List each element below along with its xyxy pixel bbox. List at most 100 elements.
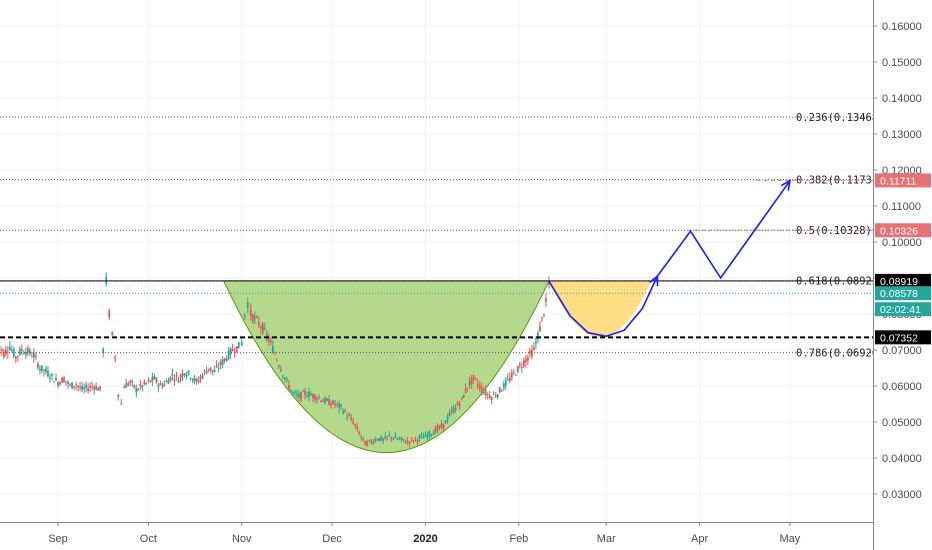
x-tick-label: 2020 — [413, 533, 437, 545]
candle-body — [548, 283, 550, 285]
candle-body — [102, 348, 105, 353]
candle-body — [332, 400, 334, 404]
candle-body — [460, 397, 463, 399]
candle-body — [464, 388, 467, 393]
candle-body — [35, 355, 37, 357]
candle-body — [221, 359, 224, 365]
price-badge-text: 0.08919 — [880, 276, 918, 288]
candle-body — [69, 384, 71, 386]
candle-body — [143, 381, 146, 384]
candle-body — [261, 324, 264, 334]
candle-body — [139, 384, 142, 387]
candle-body — [418, 436, 421, 439]
candle-body — [496, 394, 499, 397]
candle-body — [49, 377, 51, 379]
candle-body — [456, 402, 459, 406]
candle-body — [114, 357, 117, 360]
candle-body — [504, 380, 507, 386]
candle-body — [382, 438, 385, 441]
fib-label: 0.236(0.13468) — [796, 112, 885, 124]
candle-body — [300, 392, 302, 400]
fib-label: 0.786(0.06926) — [796, 348, 885, 360]
candle-body — [412, 440, 415, 442]
candle-body — [231, 348, 234, 351]
candle-body — [57, 382, 59, 386]
candle-body — [215, 365, 218, 367]
candle-body — [183, 373, 186, 376]
candle-body — [133, 384, 136, 388]
candle-body — [41, 365, 43, 372]
candle-body — [24, 351, 27, 356]
candle-body — [195, 379, 198, 382]
candle-body — [89, 386, 92, 389]
candle-body — [229, 348, 232, 355]
candle-body — [286, 378, 288, 380]
candle-body — [537, 332, 539, 340]
y-tick-label: 0.11000 — [882, 201, 921, 213]
candle-body — [308, 391, 310, 398]
candle-body — [474, 378, 477, 380]
candle-body — [63, 377, 65, 383]
candle-body — [444, 420, 447, 424]
candle-body — [539, 326, 541, 332]
cup-pattern — [222, 280, 652, 453]
candle-body — [125, 383, 128, 388]
candle-body — [77, 385, 79, 387]
candle-body — [530, 349, 533, 357]
candle-body — [225, 358, 228, 361]
candle-body — [292, 392, 294, 394]
candle-body — [422, 436, 425, 439]
x-tick-label: May — [780, 533, 801, 545]
candle-body — [520, 367, 523, 369]
candle-body — [348, 415, 351, 417]
fib-levels: 0.236(0.13468) 0.382(0.11731) 0.5(0.10328)… — [0, 112, 885, 360]
candle-body — [149, 380, 152, 383]
candle-body — [318, 397, 320, 399]
candle-body — [137, 389, 140, 391]
candle-body — [462, 394, 465, 399]
candle-body — [450, 410, 453, 412]
candle-body — [518, 364, 521, 366]
candle-body — [141, 385, 144, 388]
candle-body — [358, 432, 361, 435]
candle-body — [281, 375, 284, 377]
price-badge — [875, 223, 931, 238]
candle-body — [442, 423, 445, 429]
candle-body — [275, 359, 278, 361]
candle-body — [374, 439, 377, 441]
price-badge-text: 0.07352 — [880, 332, 918, 344]
candle-body — [500, 390, 503, 392]
candle-body — [290, 389, 292, 392]
price-badge — [875, 273, 931, 288]
candle-body — [288, 384, 290, 389]
candle-body — [524, 358, 527, 363]
x-tick-label: Apr — [691, 533, 708, 545]
handle-shape — [548, 280, 652, 338]
candle-body — [108, 310, 111, 318]
candle-body — [37, 363, 39, 368]
candle-body — [169, 376, 172, 381]
candle-body — [448, 412, 451, 416]
candle-body — [129, 380, 132, 383]
x-tick-label: Sep — [48, 533, 68, 545]
candle-body — [390, 436, 393, 439]
candle-body — [223, 358, 226, 361]
candle-body — [259, 327, 262, 329]
candle-body — [179, 375, 182, 378]
candle-body — [366, 441, 369, 446]
candle-body — [151, 376, 154, 381]
candle-body — [161, 385, 164, 388]
candle-body — [175, 374, 178, 376]
candle-body — [354, 424, 357, 426]
candle-body — [173, 379, 176, 381]
candle-body — [163, 383, 166, 386]
cup-shape — [222, 280, 550, 453]
candle-body — [306, 395, 308, 397]
candle-body — [532, 347, 535, 350]
candle-body — [0, 346, 1, 348]
candle-body — [33, 353, 35, 358]
fib-label: 0.5(0.10328) — [796, 225, 872, 237]
candle-body — [492, 394, 495, 396]
